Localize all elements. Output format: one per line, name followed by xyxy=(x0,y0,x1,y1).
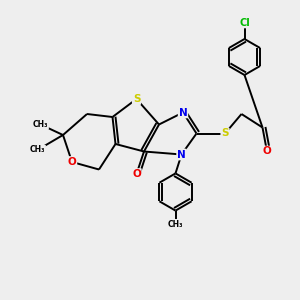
Text: CH₃: CH₃ xyxy=(30,146,45,154)
Text: CH₃: CH₃ xyxy=(168,220,183,229)
Text: O: O xyxy=(132,169,141,179)
Text: S: S xyxy=(221,128,229,139)
Text: N: N xyxy=(178,107,188,118)
Text: O: O xyxy=(262,146,272,157)
Text: N: N xyxy=(177,149,186,160)
Text: S: S xyxy=(133,94,140,104)
Text: CH₃: CH₃ xyxy=(33,120,48,129)
Text: Cl: Cl xyxy=(239,17,250,28)
Text: O: O xyxy=(68,157,76,167)
